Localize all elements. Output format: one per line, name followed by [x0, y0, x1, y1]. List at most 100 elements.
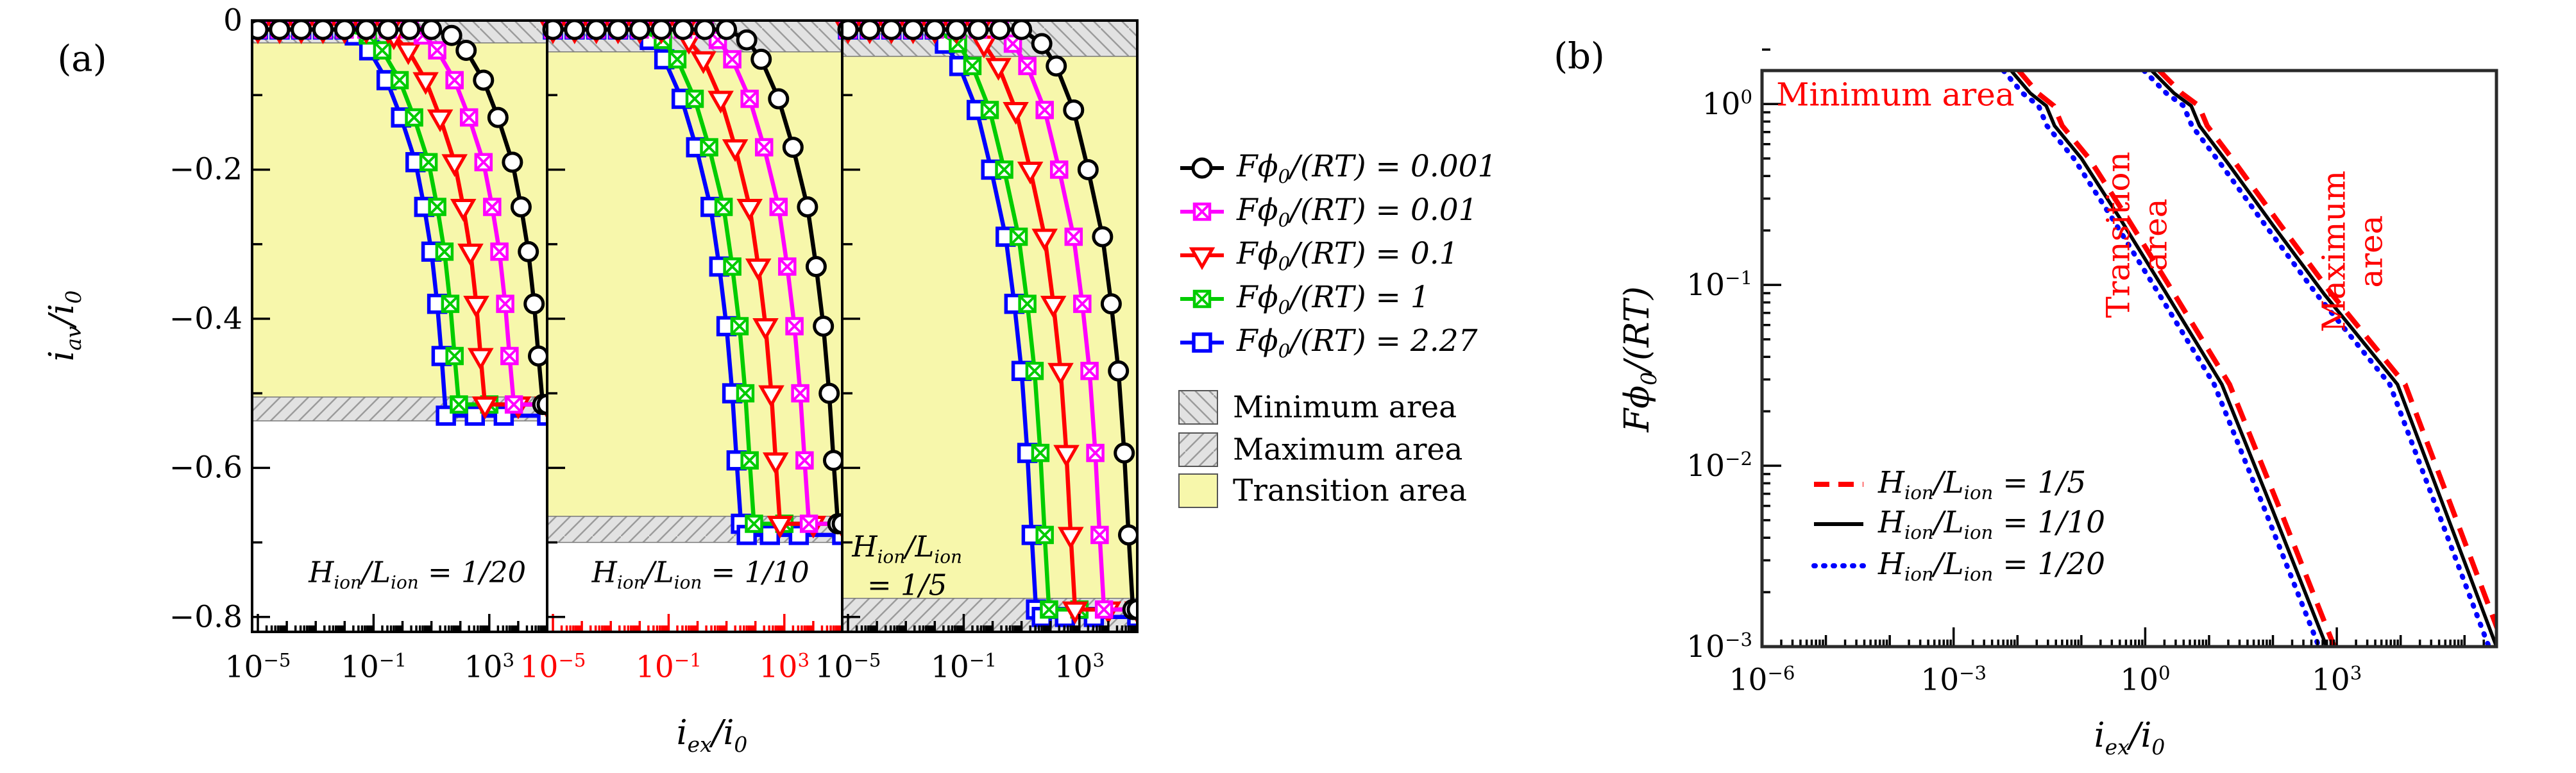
boxtimes-marker [736, 384, 755, 403]
boxtimes-marker [405, 108, 423, 127]
circle-marker [473, 69, 495, 91]
annotation-minimum-area: Minimum area [1776, 76, 2015, 114]
boxtimes-marker [459, 108, 479, 127]
x-tick-label: 103 [759, 649, 809, 685]
boxtimes-marker [791, 384, 809, 403]
boxtimes-marker [668, 50, 687, 69]
boxtimes-marker [1018, 294, 1037, 313]
square-marker [1192, 332, 1212, 353]
circle-marker [564, 21, 586, 40]
circle-marker [312, 21, 334, 40]
tridown-marker [690, 51, 716, 74]
y-tick-label: −0.4 [169, 301, 242, 337]
x-tick-label: 10−3 [1920, 662, 1987, 698]
circle-marker [736, 29, 758, 51]
legend-series-label: Fϕ0/(RT) = 0.001 [1237, 148, 1497, 188]
boxtimes-marker [504, 395, 523, 414]
circle-marker [1046, 55, 1067, 77]
boxtimes-marker [754, 138, 774, 157]
transition-area-band [842, 56, 1137, 599]
boxtimes-marker [1080, 361, 1099, 380]
legend-series-label: Fϕ0/(RT) = 1 [1237, 279, 1430, 319]
legend-area-swatch [1178, 473, 1218, 508]
circle-marker [291, 21, 312, 40]
y-tick-label: 10−1 [1686, 267, 1752, 303]
panel-a-legend-samples [1178, 157, 1224, 508]
circle-marker [818, 382, 840, 404]
boundary-line [2141, 71, 2492, 647]
circle-marker [1191, 157, 1213, 179]
legend-item-label: Hion/Lion = 1/10 [1878, 504, 2106, 544]
boxtimes-marker [373, 41, 392, 60]
circle-marker [924, 21, 945, 40]
panel-b-border [1760, 69, 2498, 649]
circle-marker [334, 21, 355, 40]
circle-marker [502, 151, 523, 173]
boxtimes-marker [995, 160, 1013, 179]
circle-marker [797, 196, 818, 218]
tridown-marker [1047, 362, 1074, 386]
boxtimes-marker [490, 242, 509, 261]
tridown-marker [467, 348, 494, 371]
tridown-marker [1003, 101, 1029, 125]
tridown-marker [1031, 228, 1058, 252]
boxtimes-marker [799, 514, 818, 533]
circle-marker [1126, 599, 1137, 620]
boundary-line [2010, 71, 2328, 647]
boxtimes-marker [700, 138, 718, 157]
circle-marker [1108, 360, 1130, 382]
panel-b-plot [1760, 48, 2498, 649]
boxtimes-marker [714, 198, 733, 216]
legend-area-label: Minimum area [1233, 389, 1457, 425]
boxtimes-marker [785, 317, 804, 336]
circle-marker [527, 345, 549, 367]
x-tick-label: 10−1 [931, 649, 997, 685]
boundary-line [2017, 71, 2337, 647]
boxtimes-marker [419, 153, 438, 172]
annotation-maximum-area: Maximum area [2315, 170, 2390, 333]
boundary-line [2150, 71, 2496, 647]
panel-a-plot [251, 19, 1139, 633]
tridown-marker [457, 243, 484, 267]
boundary-line [2001, 71, 2322, 647]
boxtimes-marker [1073, 294, 1092, 313]
x-tick-label: 100 [2120, 662, 2171, 698]
legend-area-swatch [1178, 432, 1218, 467]
boxtimes-marker [500, 346, 519, 366]
annotation-transition-area: Transition area [2099, 151, 2174, 318]
boxtimes-marker [474, 153, 493, 172]
circle-marker [782, 137, 804, 158]
tridown-marker [736, 199, 763, 222]
x-tick-label: 10−5 [225, 649, 291, 685]
boxtimes-marker [745, 514, 763, 533]
x-ticks [257, 614, 547, 632]
x-tick-label: 10−1 [341, 649, 407, 685]
boxtimes-marker [1094, 600, 1114, 619]
circle-marker [813, 316, 835, 337]
circle-marker [542, 21, 564, 40]
circle-marker [269, 21, 291, 40]
circle-marker [1011, 21, 1033, 40]
x-tick-label: 10−6 [1729, 662, 1795, 698]
x-tick-label: 103 [464, 649, 514, 685]
tridown-marker [1189, 247, 1216, 271]
circle-marker [1063, 99, 1085, 121]
circle-marker [650, 21, 672, 40]
circle-marker [1114, 442, 1135, 464]
legend-item-label: Hion/Lion = 1/5 [1878, 464, 2087, 504]
boxtimes-marker [769, 198, 788, 216]
y-tick-label: 0 [223, 3, 242, 38]
tridown-marker [471, 396, 498, 420]
boxtimes-marker [1049, 160, 1069, 179]
boundary-line [2157, 71, 2496, 634]
y-tick-label: −0.2 [169, 151, 242, 187]
boxtimes-marker [428, 198, 446, 216]
boxtimes-marker [1035, 101, 1054, 119]
boxtimes-marker [1025, 361, 1044, 380]
panel-b-ticks [1761, 48, 2496, 648]
circle-marker [822, 450, 844, 471]
circle-marker [750, 48, 772, 70]
boxtimes-marker [730, 317, 749, 336]
circle-marker [672, 21, 694, 40]
circle-marker [1077, 158, 1099, 180]
